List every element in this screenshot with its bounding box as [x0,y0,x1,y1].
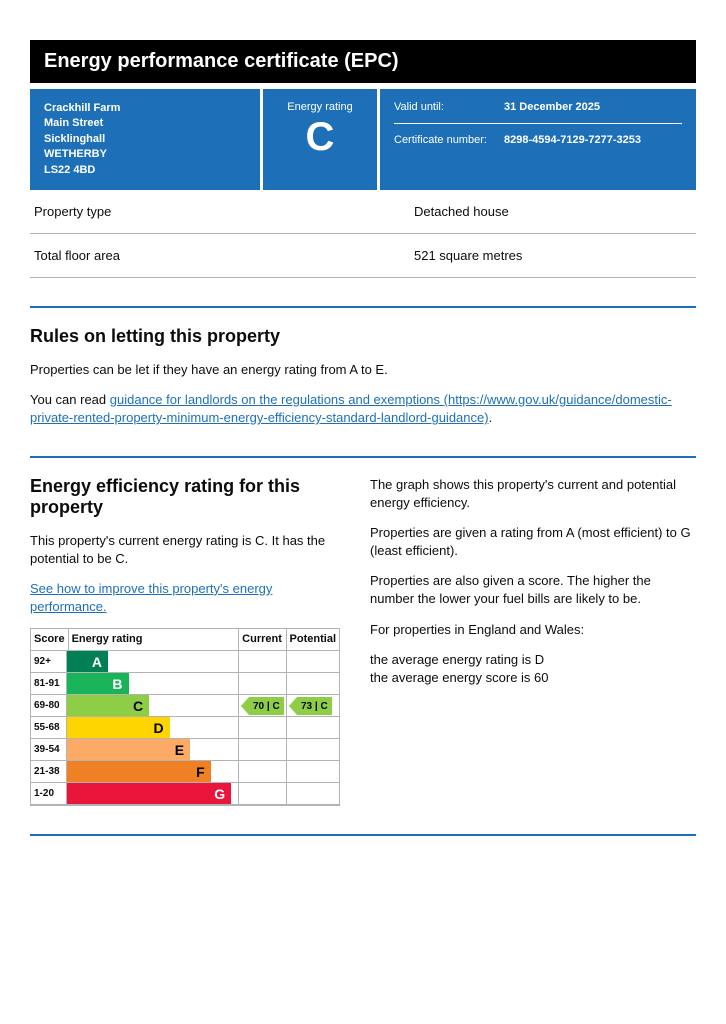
chart-band-row: 92+A [31,651,339,673]
chart-band-score: 55-68 [31,717,67,739]
chart-head-potential: Potential [287,629,339,651]
explainer-paragraph: the average energy rating is D the avera… [370,651,696,687]
letting-paragraph: Properties can be let if they have an en… [30,361,696,379]
efficiency-heading: Energy efficiency rating for this proper… [30,476,340,518]
text: You can read [30,392,110,407]
property-value: Detached house [414,204,509,219]
chart-potential-cell [287,673,339,695]
letting-paragraph: You can read guidance for landlords on t… [30,391,696,427]
chart-band-row: 1-20G [31,783,339,805]
chart-potential-cell [287,783,339,805]
chart-band-bar: B [67,673,239,695]
chart-potential-cell [287,739,339,761]
chart-current-cell [239,783,287,805]
chart-band-score: 92+ [31,651,67,673]
chart-current-cell: 70 | C [239,695,287,717]
chart-band-row: 81-91B [31,673,339,695]
chart-current-cell [239,739,287,761]
explainer-paragraph: Properties are also given a score. The h… [370,572,696,608]
chart-potential-cell [287,717,339,739]
landlord-guidance-link[interactable]: guidance for landlords on the regulation… [30,392,672,425]
property-row: Total floor area521 square metres [30,234,696,278]
meta-column: Valid until: 31 December 2025 Certificat… [380,89,696,190]
chart-band-score: 39-54 [31,739,67,761]
chart-current-cell [239,761,287,783]
chart-header: Score Energy rating Current Potential [31,629,339,651]
chart-band-row: 69-80C70 | C 73 | C [31,695,339,717]
explainer-paragraph: For properties in England and Wales: [370,621,696,639]
property-key: Total floor area [34,248,414,263]
address-postcode: LS22 4BD [44,163,246,178]
explainer-paragraph: Properties are given a rating from A (mo… [370,524,696,560]
chart-potential-cell: 73 | C [287,695,339,717]
chart-head-current: Current [239,629,287,651]
chart-potential-cell [287,761,339,783]
chart-potential-cell [287,651,339,673]
chart-current-cell [239,673,287,695]
address-line: Crackhill Farm [44,101,246,116]
valid-until-label: Valid until: [394,101,504,113]
energy-rating-letter: C [271,115,369,159]
address-line: Sicklinghall [44,132,246,147]
chart-head-rating: Energy rating [69,629,239,651]
chart-band-row: 55-68D [31,717,339,739]
property-key: Property type [34,204,414,219]
page-title: Energy performance certificate (EPC) [30,40,696,83]
address-town: WETHERBY [44,147,246,162]
improve-performance-link[interactable]: See how to improve this property's energ… [30,581,272,614]
chart-band-score: 1-20 [31,783,67,805]
chart-head-score: Score [31,629,69,651]
chart-band-bar: F [67,761,239,783]
address-column: Crackhill Farm Main Street Sicklinghall … [30,89,260,190]
energy-rating-chart: Score Energy rating Current Potential 92… [30,628,340,806]
energy-rating-label: Energy rating [271,101,369,113]
chart-band-bar: E [67,739,239,761]
section-divider [30,306,696,308]
chart-band-score: 21-38 [31,761,67,783]
chart-band-row: 21-38F [31,761,339,783]
cert-number-value: 8298-4594-7129-7277-3253 [504,134,641,146]
header-block: Crackhill Farm Main Street Sicklinghall … [30,89,696,190]
efficiency-paragraph: This property's current energy rating is… [30,532,340,568]
text: . [489,410,493,425]
chart-band-bar: D [67,717,239,739]
chart-current-cell [239,651,287,673]
section-divider [30,456,696,458]
section-divider [30,834,696,836]
chart-band-bar: A [67,651,239,673]
address-line: Main Street [44,116,246,131]
rating-arrow-tag: 73 | C [289,697,332,715]
text: the average energy rating is D [370,652,544,667]
chart-band-bar: G [67,783,239,805]
property-value: 521 square metres [414,248,522,263]
valid-until-value: 31 December 2025 [504,101,600,113]
chart-band-score: 81-91 [31,673,67,695]
energy-rating-column: Energy rating C [260,89,380,190]
rating-arrow-tag: 70 | C [241,697,284,715]
chart-current-cell [239,717,287,739]
cert-number-label: Certificate number: [394,134,504,146]
explainer-paragraph: The graph shows this property's current … [370,476,696,512]
chart-band-row: 39-54E [31,739,339,761]
text: the average energy score is 60 [370,670,549,685]
property-row: Property typeDetached house [30,190,696,234]
chart-band-score: 69-80 [31,695,67,717]
chart-band-bar: C [67,695,239,717]
divider [394,123,682,124]
letting-heading: Rules on letting this property [30,326,696,347]
